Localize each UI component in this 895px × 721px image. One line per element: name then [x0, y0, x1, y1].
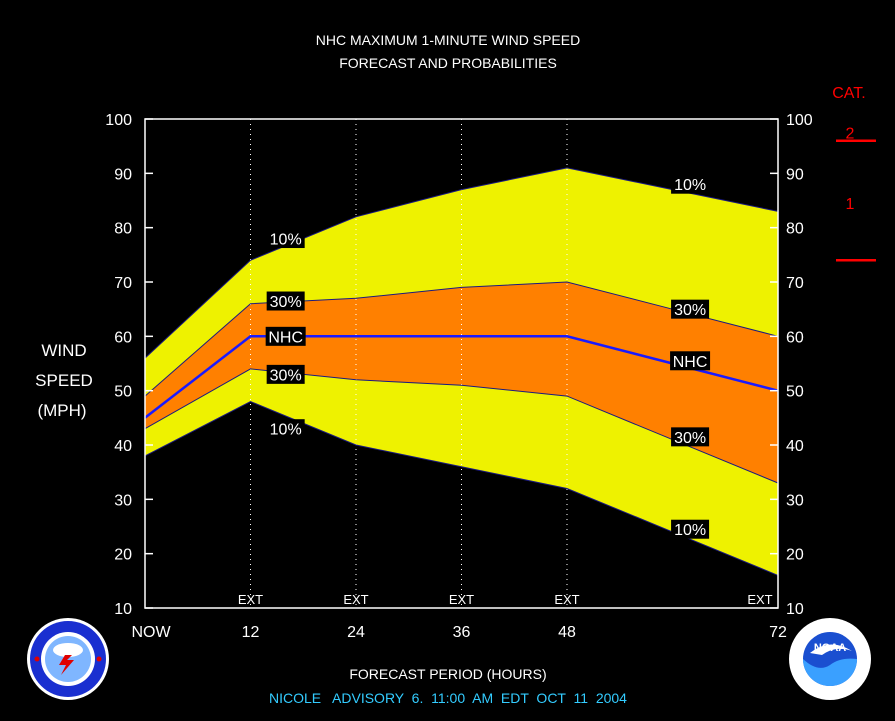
band-label-box [266, 419, 305, 439]
band-label: 30% [270, 367, 302, 384]
ext-marker-label: EXT [449, 592, 474, 607]
y-tick-label-left: 80 [114, 221, 132, 238]
x-tick-label: 36 [453, 624, 471, 641]
noaa-logo-icon: NOAA [789, 618, 871, 700]
y-tick-label-left: 40 [114, 438, 132, 455]
x-tick-label: NOW [131, 624, 171, 641]
category-label: 2 [846, 126, 855, 143]
band-label-box [265, 326, 306, 346]
axes: 10 10 20 20 30 30 40 40 50 50 60 60 70 70 80 80 90 90 100 1… [105, 112, 813, 641]
y-axis-label-line-3: (MPH) [37, 401, 86, 420]
band-label: 10% [270, 422, 302, 439]
y-tick-label-right: 100 [786, 112, 813, 129]
band-label-box [671, 519, 710, 539]
band-label: 30% [270, 294, 302, 311]
band-label-box [671, 427, 710, 447]
band-label: 10% [674, 522, 706, 539]
category-title: CAT. [832, 85, 865, 102]
y-tick-label-left: 30 [114, 492, 132, 509]
x-tick-label: 24 [347, 624, 365, 641]
band-labels: 10% 30% NHC 30% 10% 10% 30% NHC 30% 10% [265, 174, 711, 539]
category-scale: CAT. 2 1 [832, 85, 876, 262]
band-label: 10% [270, 232, 302, 249]
ext-marker-label: EXT [747, 592, 772, 607]
band-label-box [671, 299, 710, 319]
band-label: 30% [674, 430, 706, 447]
ext-marker-label: EXT [554, 592, 579, 607]
y-tick-label-right: 60 [786, 329, 804, 346]
x-axis-label: FORECAST PERIOD (HOURS) [349, 666, 546, 682]
x-tick-label: 72 [769, 624, 787, 641]
y-tick-label-left: 70 [114, 275, 132, 292]
y-tick-label-right: 30 [786, 492, 804, 509]
y-tick-label-right: 50 [786, 384, 804, 401]
band-label-box [266, 291, 305, 311]
chart-subtitle: FORECAST AND PROBABILITIES [339, 55, 557, 71]
y-tick-label-left: 50 [114, 384, 132, 401]
chart-title: NHC MAXIMUM 1-MINUTE WIND SPEED [316, 32, 580, 48]
y-tick-label-left: 10 [114, 601, 132, 618]
plot-frame [144, 118, 779, 609]
y-tick-label-right: 90 [786, 166, 804, 183]
y-tick-label-left: 20 [114, 547, 132, 564]
band-label: 30% [674, 302, 706, 319]
band-label: 10% [674, 177, 706, 194]
band-label-box [670, 351, 711, 371]
ext-marker-label: EXT [343, 592, 368, 607]
y-axis-label-line-1: WIND [41, 341, 86, 360]
y-tick-label-right: 40 [786, 438, 804, 455]
y-axis-label-line-2: SPEED [35, 371, 93, 390]
x-tick-label: 12 [242, 624, 260, 641]
y-tick-label-right: 80 [786, 221, 804, 238]
category-label: 1 [846, 196, 855, 213]
x-tick-label: 48 [558, 624, 576, 641]
nws-logo-icon [27, 618, 109, 700]
band-label-box [266, 229, 305, 249]
y-tick-label-left: 90 [114, 166, 132, 183]
y-tick-label-left: 60 [114, 329, 132, 346]
y-tick-label-left: 100 [105, 112, 132, 129]
band-label: NHC [673, 354, 708, 371]
y-tick-label-right: 70 [786, 275, 804, 292]
noaa-logo-text: NOAA [814, 642, 846, 654]
y-tick-label-right: 10 [786, 601, 804, 618]
band-label-box [266, 364, 305, 384]
ext-marker-label: EXT [238, 592, 263, 607]
y-tick-label-right: 20 [786, 547, 804, 564]
band-label: NHC [268, 329, 303, 346]
band-label-box [671, 174, 710, 194]
advisory-footer: NICOLE ADVISORY 6. 11:00 AM EDT OCT 11 2… [269, 690, 627, 706]
